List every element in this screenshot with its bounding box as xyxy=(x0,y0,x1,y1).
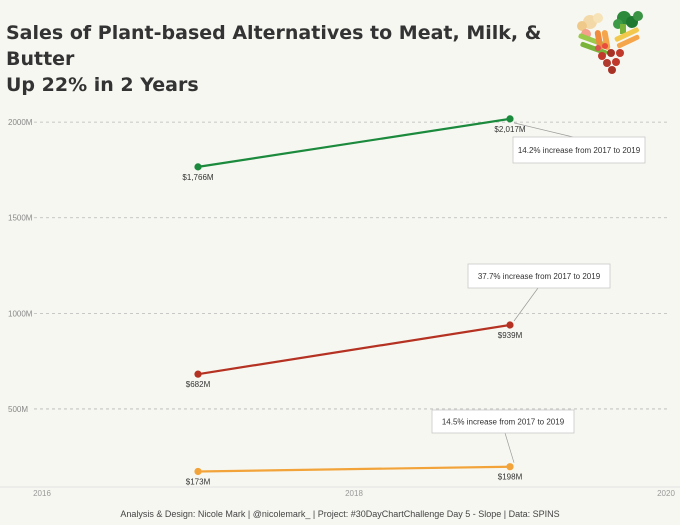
series-2-annotation-box xyxy=(431,409,575,434)
series-2-point-2017 xyxy=(194,467,202,476)
series-2-annotation-text: 14.5% increase from 2017 to 2019 xyxy=(442,418,565,427)
series-0-point-2017 xyxy=(194,163,202,171)
series-0-point-2019 xyxy=(506,115,514,123)
x-tick-label-2016: 2016 xyxy=(33,489,51,498)
chart-title: Sales of Plant-based Alternatives to Mea… xyxy=(6,20,566,98)
x-tick-label-2020: 2020 xyxy=(657,489,675,498)
y-tick-label-1000: 1000M xyxy=(8,309,33,318)
y-tick-label-1500: 1500M xyxy=(8,214,33,223)
vegetables-heart-icon xyxy=(577,11,643,74)
series-0-annotation-box xyxy=(512,136,646,164)
series-0-label-2017: $1,766M xyxy=(182,173,213,182)
series-0-line xyxy=(197,117,511,168)
x-tick-label-2018: 2018 xyxy=(345,489,363,498)
chart-title-line-2: Up 22% in 2 Years xyxy=(6,74,199,96)
series-0-annotation-leader xyxy=(513,122,574,138)
series-1-line xyxy=(197,323,511,376)
series-1-label-2019: $939M xyxy=(498,331,523,340)
series-1-annotation-leader xyxy=(513,287,539,322)
series-1-label-2017: $682M xyxy=(186,380,211,389)
series-2-point-2019 xyxy=(506,463,514,471)
y-tick-label-500: 500M xyxy=(8,405,28,414)
series-1-annotation-text: 37.7% increase from 2017 to 2019 xyxy=(478,272,601,281)
series-0-label-2019: $2,017M xyxy=(494,125,525,134)
y-tick-label-2000: 2000M xyxy=(8,118,33,127)
credits-footer: Analysis & Design: Nicole Mark | @nicole… xyxy=(120,509,560,519)
series-2-line xyxy=(197,465,511,473)
series-2-label-2017: $173M xyxy=(186,477,211,486)
series-1-point-2019 xyxy=(506,321,514,329)
series-1-annotation-box xyxy=(467,263,611,289)
series-2-annotation-leader xyxy=(504,432,515,463)
series-1-point-2017 xyxy=(194,370,202,378)
series-0-annotation-text: 14.2% increase from 2017 to 2019 xyxy=(518,146,641,155)
chart-title-line-1: Sales of Plant-based Alternatives to Mea… xyxy=(6,22,542,70)
series-2-label-2019: $198M xyxy=(498,473,523,482)
